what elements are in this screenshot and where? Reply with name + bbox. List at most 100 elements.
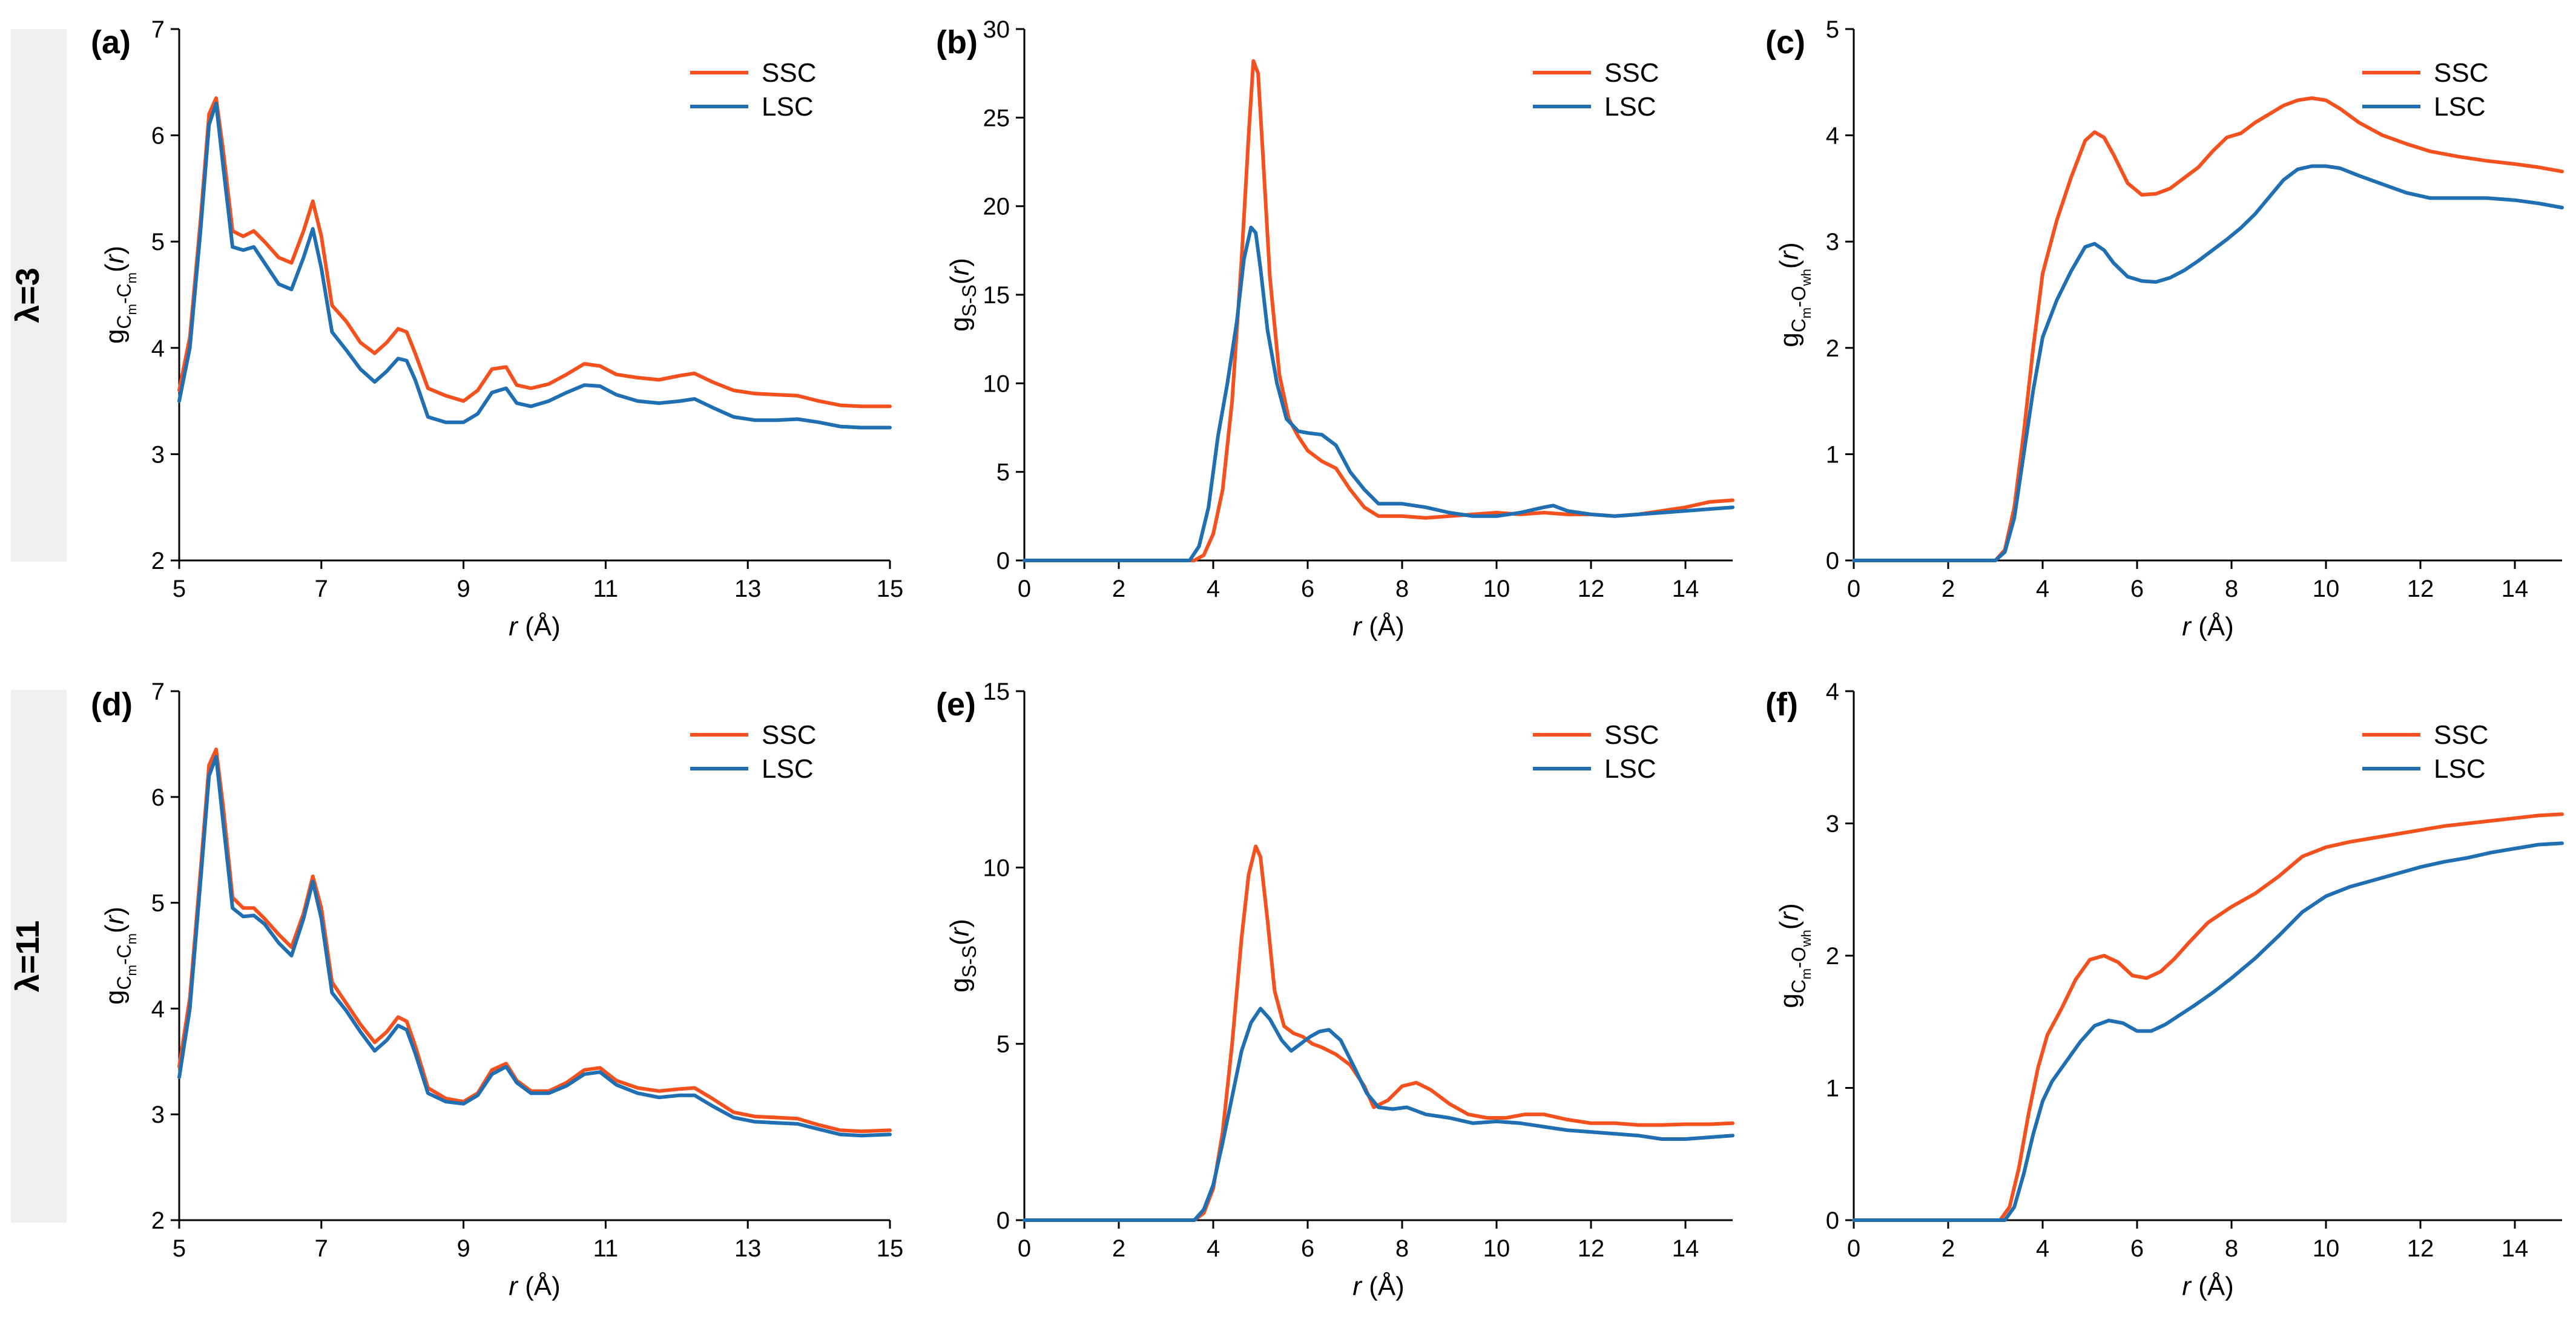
panel-label: (a) (91, 24, 131, 61)
series-line-ssc (177, 96, 892, 409)
y-axis-title: gCm-Owh(r) (1774, 242, 1814, 347)
y-tick-label: 0 (996, 548, 1010, 574)
y-axis-title: gS-S(r) (945, 258, 980, 332)
y-tick-label: 5 (151, 229, 165, 255)
y-tick-label: 30 (983, 16, 1010, 43)
x-axis-title: r (Å) (1352, 612, 1405, 642)
series-line-ssc (177, 747, 892, 1134)
x-tick-label: 2 (1942, 576, 1955, 602)
x-tick-label: 14 (1672, 576, 1699, 602)
x-tick-label: 15 (877, 1235, 904, 1262)
y-tick-label: 7 (151, 678, 165, 705)
legend-label-ssc: SSC (1604, 720, 1659, 750)
x-tick-label: 0 (1847, 576, 1860, 602)
legend-label-lsc: LSC (2434, 92, 2486, 122)
x-tick-label: 9 (456, 1235, 470, 1262)
x-tick-label: 2 (1112, 576, 1125, 602)
panel-label: (d) (91, 686, 133, 723)
row-band-lambda-11 (11, 690, 67, 1223)
y-tick-label: 10 (983, 370, 1010, 397)
x-tick-label: 10 (2313, 576, 2340, 602)
y-tick-label: 20 (983, 194, 1010, 220)
x-tick-label: 2 (1112, 1235, 1125, 1262)
y-tick-label: 6 (151, 123, 165, 149)
y-tick-label: 5 (996, 459, 1010, 486)
y-tick-label: 2 (1826, 943, 1839, 970)
y-axis-title: gCm-Cm(r) (100, 907, 139, 1005)
row-label-lambda-3: λ=3 (10, 268, 46, 323)
x-tick-label: 13 (734, 1235, 762, 1262)
x-tick-label: 12 (1578, 576, 1605, 602)
panel-a: 5 7 9 11 13 15 2 3 4 5 6 7 (a) r (Å) gCm-Cm(r) SSC LSC (91, 16, 903, 642)
x-axis-title: r (Å) (509, 1272, 561, 1301)
panel-label: (e) (936, 686, 976, 723)
x-tick-label: 15 (877, 576, 904, 602)
x-tick-label: 14 (2502, 576, 2529, 602)
y-tick-label: 0 (1826, 548, 1839, 574)
x-tick-label: 9 (456, 576, 470, 602)
x-tick-label: 10 (1483, 1235, 1510, 1262)
legend-label-ssc: SSC (762, 720, 816, 750)
x-axis-title: r (Å) (2182, 612, 2234, 642)
y-tick-label: 25 (983, 105, 1010, 131)
y-tick-label: 1 (1826, 1076, 1839, 1102)
y-tick-label: 3 (151, 441, 165, 468)
panel-label: (f) (1765, 686, 1798, 723)
legend-label-lsc: LSC (1604, 754, 1656, 784)
x-tick-label: 8 (1395, 1235, 1409, 1262)
x-tick-label: 0 (1018, 1235, 1031, 1262)
panel-d: 5 7 9 11 13 15 2 3 4 5 6 7 (d) r (Å) gCm-Cm(r) SSC LSC (91, 678, 903, 1301)
series-line-ssc (1852, 812, 2564, 1222)
panel-label: (b) (936, 24, 978, 61)
x-tick-label: 10 (1483, 576, 1510, 602)
x-tick-label: 13 (734, 576, 762, 602)
series-line-ssc (1852, 96, 2564, 562)
y-tick-label: 3 (1826, 811, 1839, 838)
y-tick-label: 1 (1826, 441, 1839, 468)
y-tick-label: 5 (151, 890, 165, 917)
series-line-ssc (1023, 59, 1734, 562)
y-tick-label: 5 (1826, 16, 1839, 43)
x-tick-label: 6 (2130, 576, 2144, 602)
y-tick-label: 2 (1826, 335, 1839, 362)
row-band-lambda-3 (11, 29, 67, 562)
y-tick-label: 4 (1826, 678, 1839, 705)
x-tick-label: 4 (2036, 576, 2049, 602)
x-axis-title: r (Å) (509, 612, 561, 642)
y-tick-label: 4 (151, 996, 165, 1022)
x-tick-label: 8 (2225, 576, 2238, 602)
y-tick-label: 15 (983, 678, 1010, 705)
series-line-lsc (1852, 841, 2564, 1222)
y-tick-label: 4 (1826, 123, 1839, 149)
series-line-ssc (1023, 844, 1734, 1222)
series-line-lsc (177, 101, 892, 430)
x-tick-label: 5 (173, 1235, 186, 1262)
legend-label-lsc: LSC (2434, 754, 2486, 784)
panel-e: 0 2 4 6 8 10 12 14 0 5 10 15 (e) r (Å) gS-S(r) SSC LSC (936, 678, 1734, 1301)
y-tick-label: 3 (151, 1102, 165, 1128)
y-tick-label: 2 (151, 1207, 165, 1234)
x-tick-label: 11 (593, 576, 619, 602)
x-tick-label: 8 (1395, 576, 1409, 602)
legend-label-lsc: LSC (1604, 92, 1656, 122)
y-axis-title: gS-S(r) (945, 919, 980, 993)
series-line-lsc (177, 755, 892, 1138)
panel-label: (c) (1765, 24, 1805, 61)
y-tick-label: 0 (996, 1207, 1010, 1234)
y-tick-label: 3 (1826, 229, 1839, 255)
x-tick-label: 10 (2313, 1235, 2340, 1262)
y-tick-label: 7 (151, 16, 165, 43)
y-tick-label: 4 (151, 335, 165, 362)
y-axis-title: gCm-Cm(r) (100, 246, 139, 344)
row-label-lambda-11: λ=11 (10, 921, 46, 993)
x-tick-label: 0 (1847, 1235, 1860, 1262)
x-tick-label: 6 (1301, 1235, 1314, 1262)
y-axis-title: gCm-Owh(r) (1774, 903, 1814, 1008)
legend-label-ssc: SSC (2434, 720, 2488, 750)
y-tick-label: 10 (983, 855, 1010, 881)
x-tick-label: 6 (2130, 1235, 2144, 1262)
